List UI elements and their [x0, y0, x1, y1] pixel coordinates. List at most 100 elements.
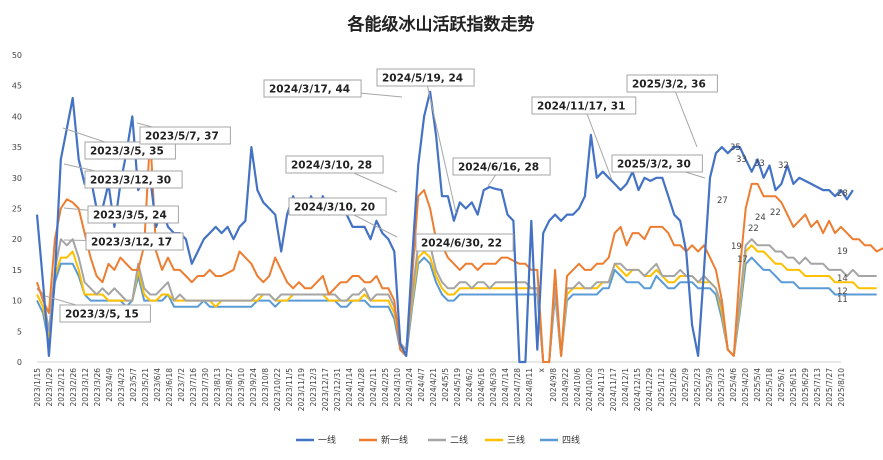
x-tick-label: 2024/10/20 [585, 368, 594, 411]
point-label: 22 [770, 208, 781, 218]
x-tick-label: 2023/11/19 [297, 368, 306, 411]
x-tick-label: 2023/10/22 [273, 368, 282, 411]
x-tick-label: 2023/3/26 [93, 368, 102, 407]
annotation-box [263, 79, 362, 98]
x-tick-label: 2024/12/1 [621, 368, 630, 407]
annotation-box [288, 197, 387, 216]
x-tick-label: 2023/12/31 [333, 368, 342, 411]
x-tick-label: 2023/1/15 [33, 368, 42, 407]
annotation-text: 2025/3/2, 30 [617, 159, 691, 171]
x-tick-label: 2024/6/30 [489, 368, 498, 407]
x-tick-label: 2025/4/6 [729, 368, 738, 402]
x-tick-label: 2023/8/27 [225, 368, 234, 407]
annotation-text: 2023/5/7, 37 [145, 131, 219, 143]
x-tick-label: 2024/6/16 [477, 368, 486, 407]
x-tick-label: 2025/3/9 [705, 368, 714, 402]
annotation-leader [583, 105, 613, 181]
point-label: 17 [737, 255, 748, 265]
x-tick-label: 2025/5/18 [765, 368, 774, 407]
x-tick-label: 2024/11/3 [597, 368, 606, 407]
x-tick-label: 2024/2/25 [381, 368, 390, 407]
y-tick-label: 40 [12, 112, 22, 121]
x-tick-label: 2023/9/24 [249, 368, 258, 407]
point-label: 14 [837, 274, 848, 284]
x-tick-label: 2024/3/24 [405, 368, 414, 407]
x-tick-label: 2023/6/4 [153, 368, 162, 402]
point-label: 12 [837, 287, 848, 297]
x-tick-label: 2023/5/21 [141, 368, 150, 407]
x-tick-label: 2024/1/14 [345, 368, 354, 407]
annotation-text: 2023/3/5, 15 [65, 309, 139, 321]
annotation-text: 2024/6/16, 28 [458, 162, 539, 174]
x-tick-label: 2023/12/17 [321, 368, 330, 411]
legend-label: 新一线 [381, 434, 408, 446]
legend-label: 二线 [450, 434, 468, 446]
annotation-text: 2023/3/5, 24 [93, 210, 167, 222]
x-tick-label: 2023/7/16 [189, 368, 198, 407]
x-tick-label: 2025/1/12 [657, 368, 666, 407]
series-line-1 [36, 133, 883, 363]
x-tick-label: 2024/4/7 [417, 368, 426, 402]
point-label: 11 [837, 295, 848, 305]
x-tick-label: 2023/7/30 [201, 368, 210, 407]
annotation-box [59, 304, 151, 323]
annotation-text: 2024/3/10, 20 [294, 202, 375, 214]
y-tick-label: 20 [12, 235, 22, 244]
annotation-leader [671, 83, 698, 148]
x-tick-label: 2024/12/15 [633, 368, 642, 411]
annotation-box [531, 96, 637, 115]
x-tick-label: 2023/1/29 [45, 368, 54, 407]
x-tick-label: 2023/2/12 [57, 368, 66, 407]
y-tick-label: 0 [17, 358, 22, 367]
annotation-text: 2023/3/12, 17 [91, 237, 172, 249]
y-tick-label: 10 [12, 297, 22, 306]
annotation-box [87, 205, 179, 224]
x-tick-label: 2025/6/15 [789, 368, 798, 407]
x-tick-label: x [537, 367, 546, 372]
annotation-box [611, 154, 703, 173]
x-tick-label: 2024/1/28 [357, 368, 366, 407]
x-tick-label: 2025/4/20 [741, 368, 750, 407]
x-tick-label: 2023/5/7 [129, 368, 138, 402]
x-tick-label: 2023/4/23 [117, 368, 126, 407]
x-tick-label: 2023/6/18 [165, 368, 174, 407]
x-tick-label: 2025/2/9 [681, 368, 690, 402]
x-tick-label: 2024/8/11 [525, 368, 534, 407]
series-line-0 [35, 90, 854, 364]
annotation-text: 2024/6/30, 22 [421, 238, 502, 250]
legend-label: 三线 [507, 434, 525, 446]
point-label: 22 [748, 224, 759, 234]
y-tick-label: 30 [12, 174, 22, 183]
x-tick-label: 2025/3/23 [717, 368, 726, 407]
annotation-text: 2024/11/17, 31 [537, 101, 625, 113]
x-tick-label: 2023/4/9 [105, 368, 114, 402]
annotation-text: 2024/5/19, 24 [382, 73, 463, 85]
annotation-box [139, 126, 231, 145]
annotation-box [376, 68, 475, 87]
y-tick-label: 45 [12, 82, 22, 91]
x-tick-label: 2024/7/28 [513, 368, 522, 407]
legend: 一线 新一线 二线 三线 四线 [296, 434, 580, 446]
legend-label: 四线 [562, 434, 580, 446]
x-tick-label: 2024/9/8 [549, 368, 558, 402]
x-tick-label: 2024/6/2 [465, 368, 474, 402]
x-tick-label: 2024/7/14 [501, 368, 510, 407]
point-label: 33 [754, 159, 765, 169]
annotation-text: 2023/3/12, 30 [90, 175, 171, 187]
x-tick-label: 2024/4/21 [429, 368, 438, 407]
annotations: 2023/3/5, 35 2023/5/7, 37 2023/3/12, 30 202… [44, 68, 718, 323]
annotation-box [84, 170, 183, 189]
y-tick-label: 25 [12, 205, 22, 214]
x-tick-label: 2025/6/1 [777, 368, 786, 402]
point-label: 33 [736, 155, 747, 165]
x-tick-label: 2023/3/12 [81, 368, 90, 407]
x-tick-label: 2025/2/23 [693, 368, 702, 407]
x-tick-label: 2023/12/3 [309, 368, 318, 407]
annotation-text: 2023/3/5, 35 [90, 146, 164, 158]
point-label: 19 [837, 247, 848, 257]
annotation-text: 2024/3/17, 44 [269, 84, 350, 96]
x-tick-label: 2024/5/19 [453, 368, 462, 407]
annotation-text: 2024/3/10, 28 [291, 160, 372, 172]
